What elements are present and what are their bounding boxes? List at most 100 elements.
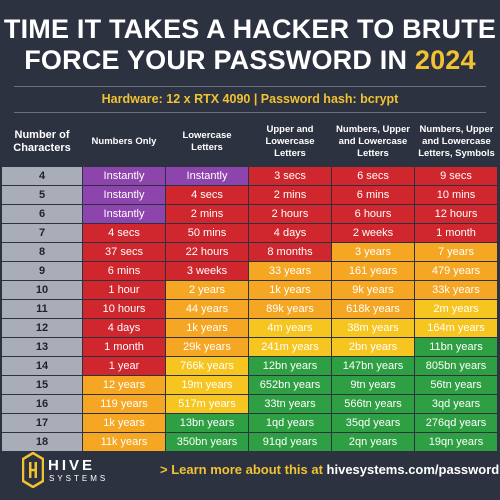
- char-count-cell: 14: [2, 357, 82, 375]
- time-cell: 4 secs: [83, 224, 165, 242]
- char-count-cell: 4: [2, 167, 82, 185]
- time-cell: 38m years: [332, 319, 414, 337]
- time-cell: 11k years: [83, 433, 165, 451]
- table-row: 13 1 month 29k years 241m years 2bn years 11b…: [2, 338, 498, 356]
- char-count-cell: 16: [2, 395, 82, 413]
- time-cell: 37 secs: [83, 243, 165, 261]
- time-cell: 2 mins: [249, 186, 331, 204]
- learn-more-link[interactable]: > Learn more about this at hivesystems.c…: [160, 462, 499, 477]
- time-cell: 2 weeks: [332, 224, 414, 242]
- time-cell: 19qn years: [415, 433, 497, 451]
- time-cell: 3 weeks: [166, 262, 248, 280]
- time-cell: 6 hours: [332, 205, 414, 223]
- hive-logo-icon: [22, 452, 44, 488]
- time-cell: 3 secs: [249, 167, 331, 185]
- time-cell: 10 mins: [415, 186, 497, 204]
- title-line-2-text: FORCE YOUR PASSWORD IN: [24, 45, 415, 75]
- time-cell: 8 months: [249, 243, 331, 261]
- time-cell: 147bn years: [332, 357, 414, 375]
- time-cell: 2bn years: [332, 338, 414, 356]
- char-count-cell: 10: [2, 281, 82, 299]
- time-cell: 652bn years: [249, 376, 331, 394]
- time-cell: 6 mins: [332, 186, 414, 204]
- time-cell: 1k years: [166, 319, 248, 337]
- time-cell: 3 years: [332, 243, 414, 261]
- time-cell: 22 hours: [166, 243, 248, 261]
- table-row: 6 Instantly 2 mins 2 hours 6 hours 12 hours: [2, 205, 498, 223]
- time-cell: 6 secs: [332, 167, 414, 185]
- char-count-cell: 18: [2, 433, 82, 451]
- time-cell: 4 days: [83, 319, 165, 337]
- time-cell: 1qd years: [249, 414, 331, 432]
- time-cell: 164m years: [415, 319, 497, 337]
- char-count-cell: 5: [2, 186, 82, 204]
- time-cell: 7 years: [415, 243, 497, 261]
- char-count-cell: 12: [2, 319, 82, 337]
- time-cell: 517m years: [166, 395, 248, 413]
- time-cell: 13bn years: [166, 414, 248, 432]
- time-cell: 89k years: [249, 300, 331, 318]
- time-cell: Instantly: [83, 186, 165, 204]
- time-cell: Instantly: [166, 167, 248, 185]
- header-numbers-only: Numbers Only: [91, 136, 157, 147]
- char-count-cell: 6: [2, 205, 82, 223]
- time-cell: 19m years: [166, 376, 248, 394]
- table-row: 18 11k years 350bn years 91qd years 2qn year…: [2, 433, 498, 451]
- title-line-1: TIME IT TAKES A HACKER TO BRUTE: [3, 14, 497, 44]
- time-cell: 33k years: [415, 281, 497, 299]
- table-row: 5 Instantly 4 secs 2 mins 6 mins 10 mins: [2, 186, 498, 204]
- char-count-cell: 7: [2, 224, 82, 242]
- time-cell: 2qn years: [332, 433, 414, 451]
- time-cell: 91qd years: [249, 433, 331, 451]
- time-cell: 11bn years: [415, 338, 497, 356]
- time-cell: 50 mins: [166, 224, 248, 242]
- header-upper-lower: Upper and Lowercase Letters: [265, 124, 315, 159]
- time-cell: 119 years: [83, 395, 165, 413]
- time-cell: 9k years: [332, 281, 414, 299]
- time-cell: 618k years: [332, 300, 414, 318]
- brand-subname: SYSTEMS: [49, 474, 109, 483]
- title-year: 2024: [414, 45, 476, 75]
- time-cell: 1k years: [83, 414, 165, 432]
- table-row: 16 119 years 517m years 33tn years 566tn yea…: [2, 395, 498, 413]
- time-cell: 350bn years: [166, 433, 248, 451]
- time-cell: 29k years: [166, 338, 248, 356]
- table-row: 11 10 hours 44 years 89k years 618k years 2m …: [2, 300, 498, 318]
- char-count-cell: 8: [2, 243, 82, 261]
- hardware-info: Hardware: 12 x RTX 4090 | Password hash:…: [101, 92, 399, 106]
- time-cell: 35qd years: [332, 414, 414, 432]
- time-cell: 805bn years: [415, 357, 497, 375]
- time-cell: 1 hour: [83, 281, 165, 299]
- time-cell: 4 secs: [166, 186, 248, 204]
- time-cell: 2 mins: [166, 205, 248, 223]
- char-count-cell: 17: [2, 414, 82, 432]
- time-cell: 1k years: [249, 281, 331, 299]
- time-cell: 12bn years: [249, 357, 331, 375]
- time-cell: 241m years: [249, 338, 331, 356]
- time-cell: 9 secs: [415, 167, 497, 185]
- time-cell: 44 years: [166, 300, 248, 318]
- time-cell: 4m years: [249, 319, 331, 337]
- divider-bottom: [14, 112, 486, 113]
- table-row: 15 12 years 19m years 652bn years 9tn years 5…: [2, 376, 498, 394]
- time-cell: 9tn years: [332, 376, 414, 394]
- char-count-cell: 11: [2, 300, 82, 318]
- char-count-cell: 9: [2, 262, 82, 280]
- time-cell: 2m years: [415, 300, 497, 318]
- time-cell: Instantly: [83, 205, 165, 223]
- table-row: 14 1 year 766k years 12bn years 147bn years 8…: [2, 357, 498, 375]
- time-cell: 10 hours: [83, 300, 165, 318]
- time-cell: 4 days: [249, 224, 331, 242]
- time-cell: 766k years: [166, 357, 248, 375]
- title-line-2: FORCE YOUR PASSWORD IN 2024: [0, 45, 500, 76]
- page-title: TIME IT TAKES A HACKER TO BRUTE FORCE YO…: [0, 14, 500, 76]
- table-row: 12 4 days 1k years 4m years 38m years 164m ye…: [2, 319, 498, 337]
- time-cell: 1 month: [83, 338, 165, 356]
- time-cell: 276qd years: [415, 414, 497, 432]
- password-table: 4 Instantly Instantly 3 secs 6 secs 9 secs 5 In…: [2, 167, 498, 452]
- char-count-cell: 15: [2, 376, 82, 394]
- header-characters: Number of Characters: [13, 129, 71, 154]
- table-row: 10 1 hour 2 years 1k years 9k years 33k years: [2, 281, 498, 299]
- table-row: 4 Instantly Instantly 3 secs 6 secs 9 secs: [2, 167, 498, 185]
